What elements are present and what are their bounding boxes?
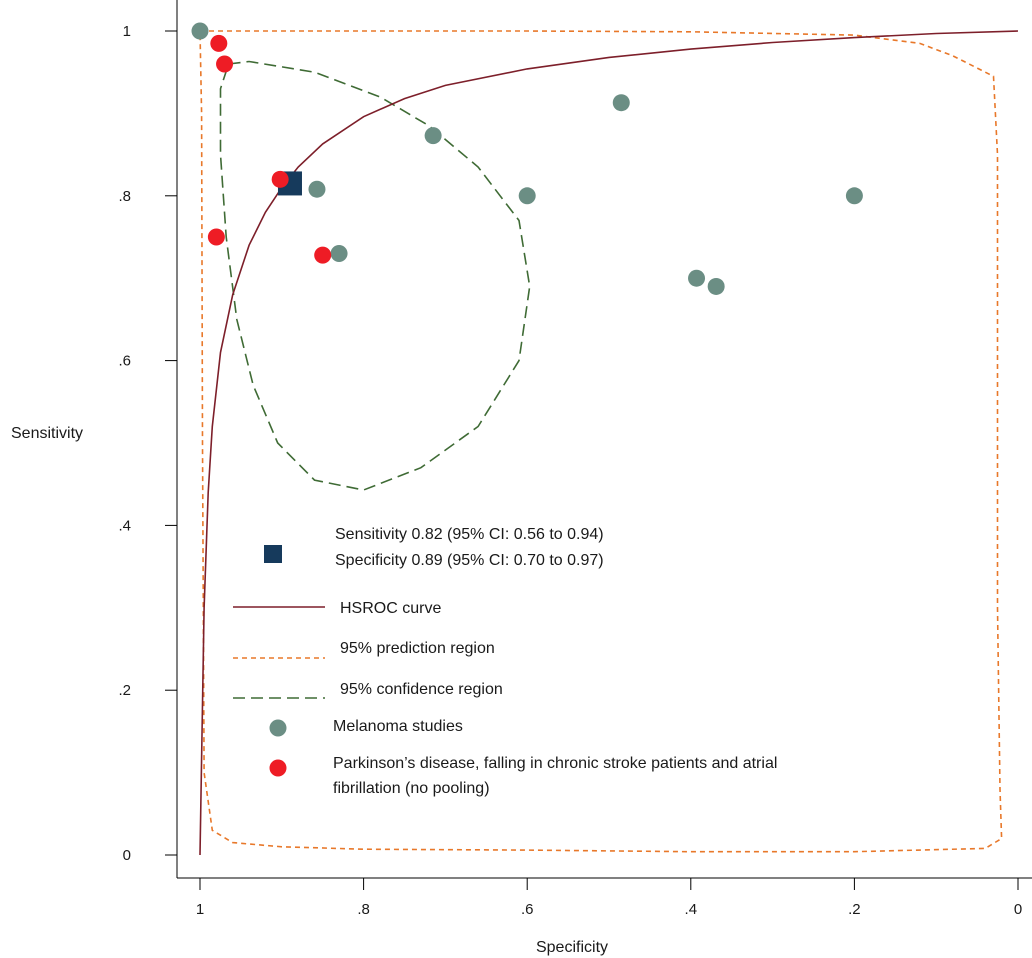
legend-melanoma-swatch: [269, 719, 287, 737]
parkinson-study-point: [207, 228, 225, 246]
legend-prediction-label: 95% prediction region: [340, 640, 495, 657]
y-tick-label: .8: [118, 188, 131, 205]
melanoma-study-point: [308, 180, 326, 198]
legend-summary-sensitivity: Sensitivity 0.82 (95% CI: 0.56 to 0.94): [335, 526, 604, 543]
melanoma-study-point: [191, 22, 209, 40]
y-tick-label: 0: [123, 847, 131, 864]
y-axis-ticks: 1 .8 .6 .4 .2 0: [118, 23, 177, 864]
parkinson-study-point: [210, 34, 228, 52]
hsroc-curve: [199, 30, 1019, 856]
melanoma-study-point: [330, 244, 348, 262]
y-axis-title: Sensitivity: [11, 425, 83, 442]
melanoma-study-point: [688, 269, 706, 287]
x-tick-label: .6: [521, 901, 534, 918]
y-tick-label: .4: [118, 517, 131, 534]
y-tick-label: .6: [118, 353, 131, 370]
legend-confidence-label: 95% confidence region: [340, 681, 503, 698]
melanoma-study-point: [424, 127, 442, 145]
legend-summary-specificity: Specificity 0.89 (95% CI: 0.70 to 0.97): [335, 552, 604, 569]
melanoma-study-point: [707, 277, 725, 295]
x-tick-label: 0: [1014, 901, 1022, 918]
legend: Sensitivity 0.82 (95% CI: 0.56 to 0.94) …: [233, 526, 777, 797]
y-tick-label: .2: [118, 682, 131, 699]
x-axis-ticks: 1 .8 .6 .4 .2 0: [196, 878, 1022, 918]
x-tick-label: .2: [848, 901, 861, 918]
study-points: [191, 22, 863, 295]
legend-melanoma-label: Melanoma studies: [333, 718, 463, 735]
x-tick-label: 1: [196, 901, 204, 918]
prediction-region: [199, 30, 1003, 853]
legend-parkinson-swatch: [269, 759, 287, 777]
x-axis-title: Specificity: [536, 939, 608, 956]
legend-summary-swatch: [264, 545, 282, 563]
x-tick-label: .8: [357, 901, 370, 918]
parkinson-study-point: [216, 55, 234, 73]
confidence-region: [219, 60, 531, 491]
y-tick-label: 1: [123, 23, 131, 40]
legend-parkinson-label-line2: fibrillation (no pooling): [333, 780, 490, 797]
x-tick-label: .4: [685, 901, 698, 918]
parkinson-study-point: [271, 170, 289, 188]
parkinson-study-point: [314, 246, 332, 264]
melanoma-study-point: [518, 187, 536, 205]
melanoma-study-point: [612, 94, 630, 112]
legend-parkinson-label-line1: Parkinson’s disease, falling in chronic …: [333, 755, 777, 772]
melanoma-study-point: [845, 187, 863, 205]
legend-hsroc-label: HSROC curve: [340, 600, 441, 617]
